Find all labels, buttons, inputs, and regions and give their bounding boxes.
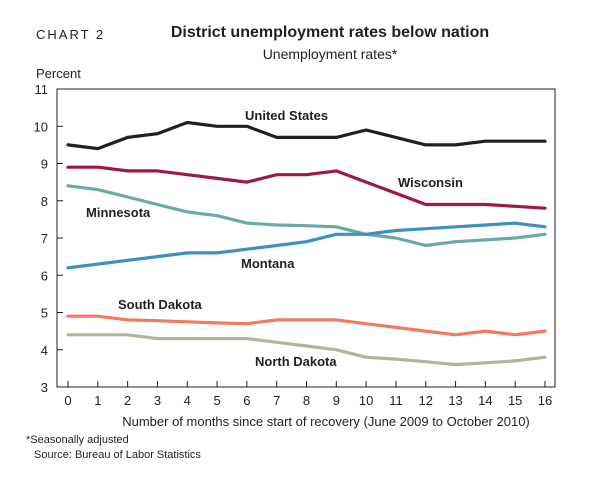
y-tick-label: 7 bbox=[41, 231, 48, 246]
x-tick-label: 12 bbox=[419, 393, 433, 408]
x-tick-label: 9 bbox=[333, 393, 340, 408]
y-axis-title: Percent bbox=[36, 66, 81, 81]
y-tick-label: 8 bbox=[41, 194, 48, 209]
x-tick-label: 8 bbox=[303, 393, 310, 408]
plot-frame bbox=[56, 88, 556, 388]
series-line-south-dakota bbox=[66, 314, 547, 337]
source-note: Source: Bureau of Labor Statistics bbox=[34, 449, 201, 461]
series-line-montana bbox=[66, 221, 547, 270]
y-tick-label: 6 bbox=[41, 268, 48, 283]
x-tick-label: 4 bbox=[184, 393, 191, 408]
y-tick-label: 4 bbox=[41, 343, 48, 358]
x-tick-label: 10 bbox=[359, 393, 373, 408]
x-tick-label: 0 bbox=[64, 393, 71, 408]
x-tick-label: 1 bbox=[94, 393, 101, 408]
x-tick-label: 15 bbox=[508, 393, 522, 408]
chart-title: District unemployment rates below nation bbox=[170, 24, 490, 41]
x-tick-label: 13 bbox=[448, 393, 462, 408]
y-tick-label: 9 bbox=[41, 157, 48, 172]
series-label-minnesota: Minnesota bbox=[86, 205, 151, 220]
x-tick-label: 7 bbox=[273, 393, 280, 408]
x-tick-label: 3 bbox=[154, 393, 161, 408]
x-tick-label: 2 bbox=[124, 393, 131, 408]
chart-subtitle: Unemployment rates* bbox=[262, 46, 398, 62]
series-line-minnesota bbox=[66, 184, 547, 248]
series-group bbox=[66, 120, 547, 367]
series-label-wisconsin: Wisconsin bbox=[398, 175, 463, 190]
series-label-montana: Montana bbox=[241, 256, 295, 271]
y-tick-label: 11 bbox=[35, 82, 49, 97]
series-label-south-dakota: South Dakota bbox=[118, 297, 203, 312]
x-tick-label: 16 bbox=[538, 393, 552, 408]
y-tick-label: 10 bbox=[34, 119, 48, 134]
x-tick-label: 11 bbox=[389, 393, 403, 408]
series-line-north-dakota bbox=[66, 333, 547, 367]
series-line-wisconsin bbox=[66, 165, 547, 210]
series-line-united-states bbox=[66, 120, 547, 151]
y-tick-label: 3 bbox=[41, 380, 48, 395]
x-tick-label: 14 bbox=[478, 393, 492, 408]
x-tick-label: 5 bbox=[213, 393, 220, 408]
footnote: *Seasonally adjusted bbox=[26, 434, 129, 446]
x-tick-label: 6 bbox=[243, 393, 250, 408]
series-label-united-states: United States bbox=[245, 108, 328, 123]
chart-number: CHART 2 bbox=[36, 27, 106, 42]
series-label-north-dakota: North Dakota bbox=[255, 354, 337, 369]
series-labels: United States Wisconsin Minnesota Montana So… bbox=[86, 108, 463, 369]
x-axis-title: Number of months since start of recovery… bbox=[122, 414, 530, 429]
y-tick-label: 5 bbox=[41, 306, 48, 321]
